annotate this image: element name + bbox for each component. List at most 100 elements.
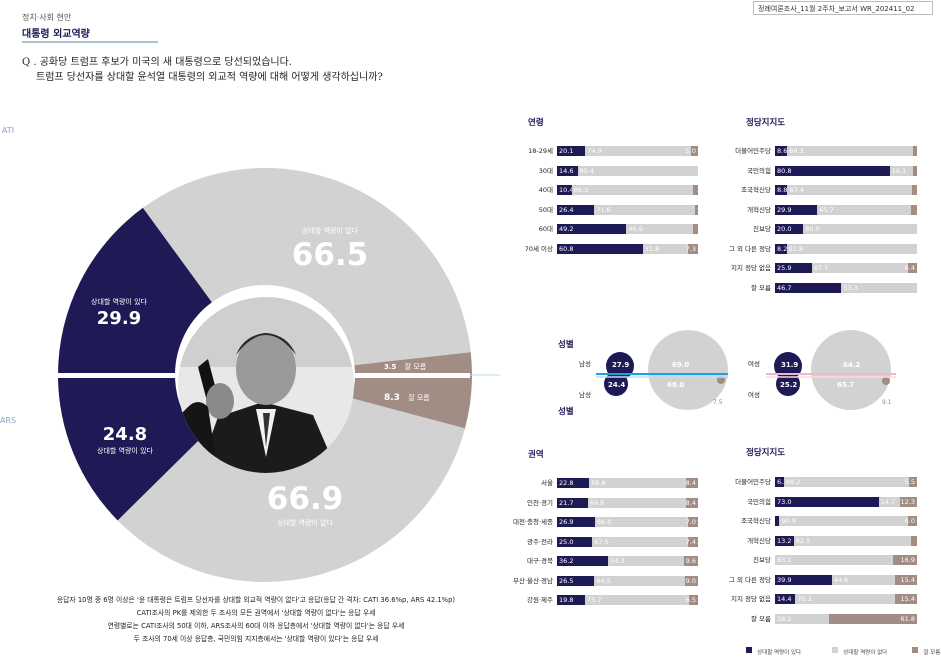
f-ars-dk: 9.1 (882, 399, 892, 406)
portrait-illustration (178, 297, 354, 473)
bar-segment (584, 595, 689, 605)
bar-category-label: 인천·경기 (527, 498, 553, 507)
bar-segment (910, 535, 917, 546)
bar-value-label: 5.0 (685, 147, 696, 155)
bar-row: 진보당 20.0 80.0 (753, 224, 917, 234)
legend: 상대할 역량이 있다 상대할 역량이 없다 잘 모름 (746, 639, 940, 658)
question-line-1: Q . 공화당 트럼프 후보가 미국의 새 대통령으로 당선되었습니다. (22, 57, 292, 68)
bar-segment (908, 516, 917, 526)
bar-segment (685, 575, 698, 586)
bar-value-label: 9.0 (685, 576, 696, 585)
bar-segment (557, 595, 585, 605)
bar-segment (912, 165, 917, 176)
summary-notes: 응답자 10명 중 6명 이상은 '윤 대통령은 트럼프 당선자를 상대할 외교… (22, 594, 490, 646)
question: Q . 공화당 트럼프 후보가 미국의 새 대통령으로 당선되었습니다. 트럼프… (22, 55, 383, 85)
bar-segment (594, 204, 696, 215)
bar-category-label: 18-29세 (528, 147, 553, 155)
bar-value-label: 65.7 (819, 205, 834, 214)
bar-segment (803, 224, 917, 234)
bar-row: 대구·경북 36.2 54.3 9.6 (527, 556, 698, 566)
bar-category-label: 30대 (538, 166, 553, 175)
bar-value-label: 26.9 (559, 518, 574, 526)
bar-value-label: 8.6 (777, 147, 788, 155)
bar-value-label: 15.4 (900, 595, 915, 603)
bar-segment (895, 594, 917, 604)
bar-segment (571, 185, 694, 195)
bar-value-label: 8.4 (685, 479, 696, 487)
bar-segment (557, 497, 588, 508)
bar-value-label: 6.3 (777, 478, 788, 486)
bar-value-label: 54.3 (609, 557, 625, 565)
bar-segment (775, 224, 804, 234)
bar-segment (779, 516, 909, 526)
bar-segment (557, 204, 595, 215)
bar-value-label: 16.9 (900, 556, 915, 564)
legend-no-swatch (832, 646, 839, 653)
bar-row: 부산·울산·경남 26.5 64.5 9.0 (513, 575, 698, 586)
legend-yes-swatch (746, 646, 752, 653)
bar-segment (775, 204, 818, 215)
bar-value-label: 66.0 (596, 518, 612, 526)
bar-category-label: 60대 (538, 225, 553, 233)
bar-category-label: 지지 정당 없음 (730, 264, 771, 272)
bar-value-label: 39.9 (777, 575, 792, 584)
bar-value-label: 36.2 (559, 557, 574, 565)
bar-category-label: 강원·제주 (527, 596, 553, 604)
bar-category-label: 대전·충청·세종 (512, 518, 553, 526)
f-ars-yes: 25.2 (780, 381, 798, 389)
bar-value-label: 73.7 (586, 596, 602, 604)
ars-slice-0 (58, 375, 201, 521)
bar-segment (893, 555, 917, 565)
bar-segment (557, 536, 593, 547)
ars-slice-2 (351, 375, 472, 429)
female-ars-dk-bubble (882, 377, 890, 385)
cati-no-label: 상대할 역량이 없다 (302, 227, 358, 235)
bar-segment (594, 517, 689, 527)
bar-segment (557, 185, 572, 195)
bar-segment (775, 496, 879, 507)
president-photo (178, 297, 354, 473)
bar-value-label: 80.8 (777, 166, 792, 175)
bar-value-label: 20.0 (777, 225, 792, 233)
bar-segment (817, 204, 911, 215)
bar-segment (775, 477, 784, 487)
bar-category-label: 조국혁신당 (741, 517, 771, 525)
legend-yes: 상대할 역량이 있다 (757, 650, 802, 656)
bar-row: 개혁신당 29.9 65.7 (747, 204, 917, 215)
bar-row: 지지 정당 없음 14.4 70.2 15.4 (731, 594, 917, 604)
bar-segment (795, 594, 896, 604)
m-ars-yes: 24.4 (608, 381, 626, 389)
legend-dk-swatch (912, 646, 919, 653)
bar-segment (686, 497, 698, 508)
bar-segment (775, 263, 812, 273)
bar-segment (775, 146, 788, 156)
bar-category-label: 잘 모름 (750, 614, 771, 623)
bar-value-label: 8.8 (777, 186, 788, 194)
cati-slice-2 (354, 352, 472, 375)
bar-segment (687, 243, 698, 254)
ars-yes-label: 상대할 역량이 있다 (97, 447, 153, 455)
bar-segment (775, 555, 893, 565)
region-title: 권역 (528, 450, 544, 460)
bar-segment (775, 613, 830, 624)
bar-segment (895, 574, 917, 585)
bar-value-label: 9.6 (685, 557, 696, 565)
m-cati-yes: 27.9 (612, 361, 630, 369)
bar-segment (557, 165, 578, 176)
bar-value-label: 88.3 (789, 147, 804, 155)
bar-segment (695, 204, 698, 215)
bar-row: 대전·충청·세종 26.9 66.0 7.0 (513, 517, 698, 527)
ars-dk-label: 잘 모름 (408, 394, 430, 402)
m-cati-no: 69.0 (672, 361, 690, 369)
f-ars-no: 65.7 (837, 381, 855, 389)
bar-value-label: 44.6 (833, 575, 849, 584)
bar-segment (787, 185, 912, 195)
bar-segment (775, 516, 780, 526)
bar-segment (557, 224, 627, 234)
bar-row: 잘 모름 38.2 61.8 (751, 613, 917, 624)
male-ars-dk-bubble (717, 376, 725, 384)
cati-slice-0 (58, 207, 212, 375)
f-cati-no: 64.2 (843, 361, 861, 369)
bar-segment (787, 146, 913, 156)
bar-value-label: 6.4 (904, 264, 915, 272)
